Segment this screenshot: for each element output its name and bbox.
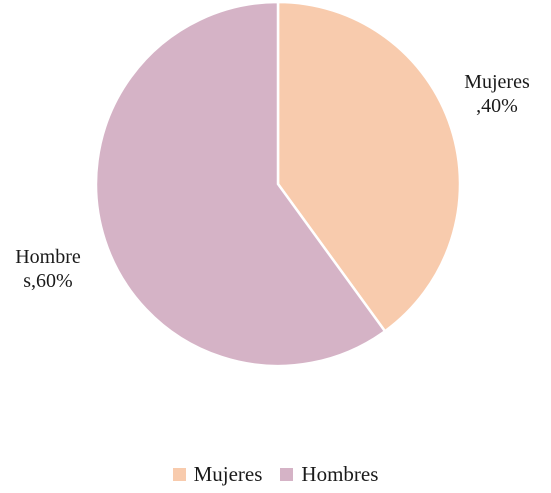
legend-item-mujeres: Mujeres	[172, 462, 263, 487]
legend-label-hombres: Hombres	[301, 462, 379, 486]
legend-item-hombres: Hombres	[280, 462, 378, 487]
pie-plot-area	[94, 0, 462, 368]
legend: Mujeres Hombres	[0, 462, 551, 487]
legend-swatch-hombres	[280, 468, 294, 481]
data-label-hombres: Hombre s,60%	[15, 246, 81, 292]
legend-label-mujeres: Mujeres	[193, 462, 263, 486]
pie-slice-hombres	[94, 0, 387, 368]
pie-slice-mujeres	[276, 0, 462, 333]
legend-swatch-mujeres	[172, 468, 186, 481]
data-label-mujeres: Mujeres ,40%	[464, 71, 530, 117]
